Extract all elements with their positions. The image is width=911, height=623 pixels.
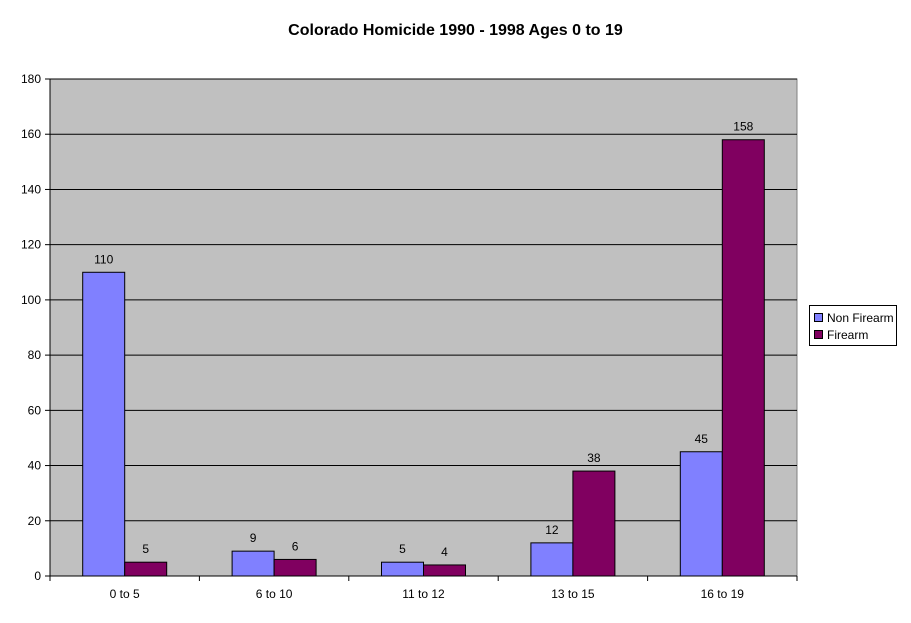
y-tick-label: 0	[34, 569, 41, 583]
axes	[45, 78, 798, 581]
x-tick-label: 16 to 19	[701, 587, 745, 601]
x-tick-label: 11 to 12	[402, 587, 445, 601]
bar-non-firearm	[530, 542, 574, 577]
bar-firearm	[721, 139, 765, 577]
x-tick-label: 0 to 5	[110, 587, 140, 601]
y-tick-label: 80	[28, 348, 42, 362]
data-label: 45	[695, 432, 709, 446]
legend: Non Firearm Firearm	[809, 305, 897, 346]
bar-firearm	[124, 561, 168, 577]
bar-non-firearm	[82, 271, 126, 577]
data-label: 5	[399, 542, 406, 556]
chart-title: Colorado Homicide 1990 - 1998 Ages 0 to …	[288, 22, 623, 39]
plot-area	[49, 78, 798, 577]
data-label: 6	[292, 539, 299, 553]
legend-swatch-firearm	[814, 330, 823, 339]
y-tick-label: 160	[21, 127, 41, 141]
legend-label-firearm: Firearm	[827, 327, 869, 342]
data-label: 9	[250, 531, 257, 545]
legend-item-firearm: Firearm	[814, 326, 892, 343]
data-label: 12	[545, 523, 559, 537]
y-tick-label: 40	[28, 459, 42, 473]
legend-label-non-firearm: Non Firearm	[827, 310, 894, 325]
data-label: 38	[587, 451, 601, 465]
y-tick-label: 120	[21, 238, 41, 252]
data-label: 4	[441, 545, 448, 559]
data-label: 5	[142, 542, 149, 556]
y-tick-label: 20	[28, 514, 42, 528]
legend-swatch-non-firearm	[814, 313, 823, 322]
y-tick-label: 140	[21, 182, 41, 196]
bar-firearm	[423, 564, 466, 577]
bar-firearm	[273, 558, 317, 577]
bar-non-firearm	[679, 451, 723, 577]
data-label: 158	[733, 120, 753, 134]
y-tick-label: 100	[21, 293, 41, 307]
legend-item-non-firearm: Non Firearm	[814, 309, 894, 326]
y-tick-label: 60	[28, 403, 42, 417]
bars	[82, 139, 765, 577]
labels: 0 20 40 60 80 100 120 140 160 180 0 to 5 110 5 6 to 1…	[21, 72, 754, 601]
bar-firearm	[572, 470, 616, 577]
y-tick-label: 180	[21, 72, 41, 86]
data-label: 110	[94, 252, 113, 266]
bar-non-firearm	[231, 550, 275, 577]
bar-non-firearm	[381, 561, 424, 577]
gridlines	[50, 78, 797, 522]
x-tick-label: 13 to 15	[551, 587, 595, 601]
x-tick-label: 6 to 10	[256, 587, 293, 601]
